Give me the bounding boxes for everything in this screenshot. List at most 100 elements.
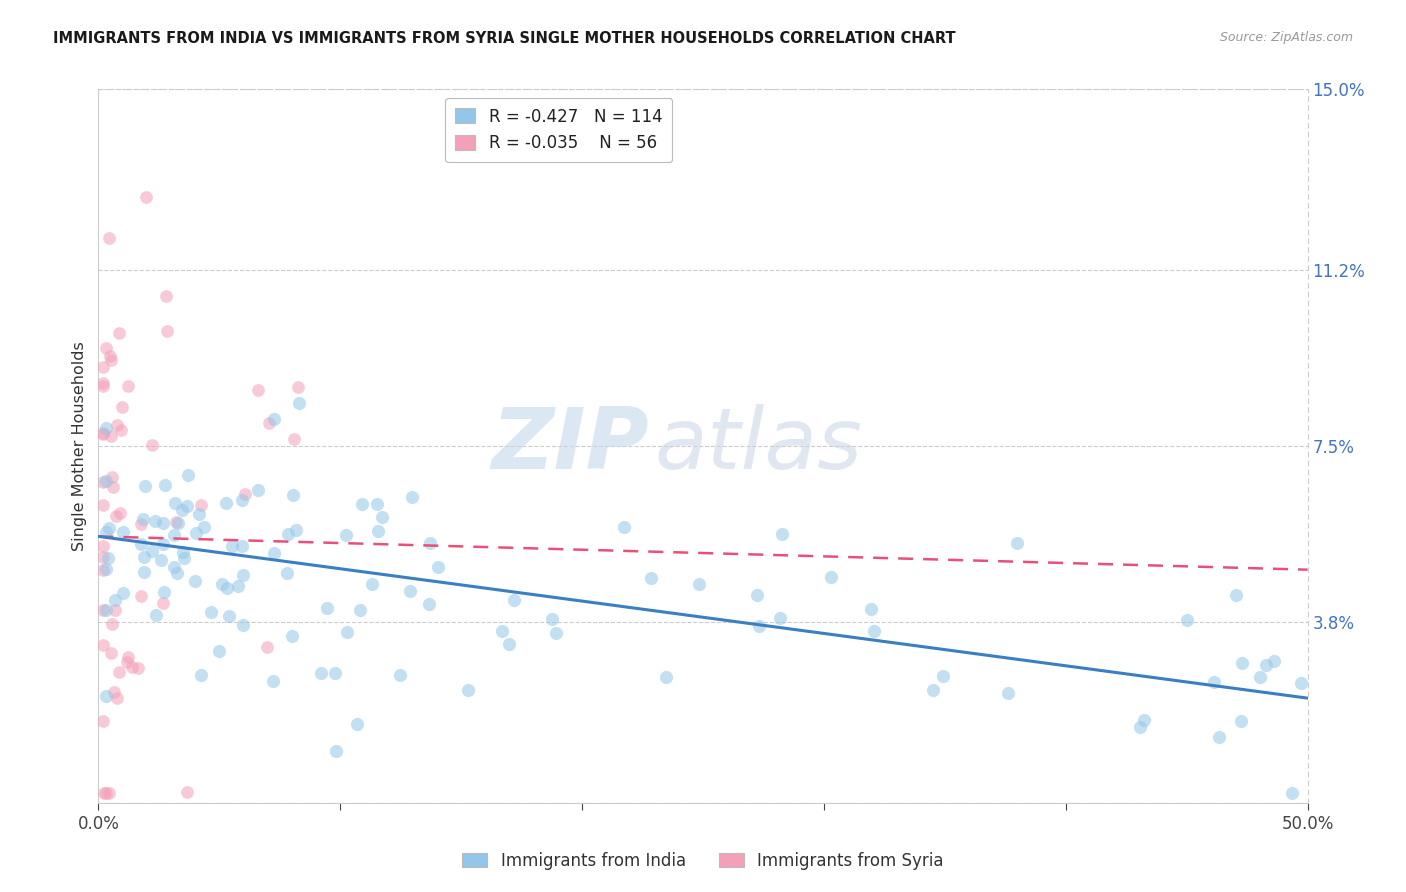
Point <box>1249 669 1271 683</box>
Point <box>155 289 177 303</box>
Point <box>183 574 205 589</box>
Point <box>246 483 269 497</box>
Text: IMMIGRANTS FROM INDIA VS IMMIGRANTS FROM SYRIA SINGLE MOTHER HOUSEHOLDS CORRELAT: IMMIGRANTS FROM INDIA VS IMMIGRANTS FROM… <box>53 31 956 46</box>
Point <box>173 551 195 566</box>
Point <box>208 644 231 658</box>
Point <box>94 689 117 703</box>
Text: Source: ZipAtlas.com: Source: ZipAtlas.com <box>1219 31 1353 45</box>
Point <box>167 516 190 530</box>
Point <box>134 549 156 564</box>
Legend: R = -0.427   N = 114, R = -0.035    N = 56: R = -0.427 N = 114, R = -0.035 N = 56 <box>446 97 672 161</box>
Point <box>232 617 254 632</box>
Point <box>284 523 307 537</box>
Point <box>498 637 520 651</box>
Point <box>152 596 174 610</box>
Point <box>100 428 122 442</box>
Point <box>91 563 114 577</box>
Point <box>170 503 193 517</box>
Point <box>190 667 212 681</box>
Point <box>187 508 209 522</box>
Point <box>176 785 198 799</box>
Point <box>283 488 305 502</box>
Point <box>163 559 186 574</box>
Point <box>193 519 215 533</box>
Point <box>1202 674 1225 689</box>
Point <box>91 603 114 617</box>
Point <box>91 714 114 728</box>
Point <box>153 584 176 599</box>
Point <box>145 607 167 622</box>
Point <box>91 540 114 554</box>
Point <box>129 537 152 551</box>
Point <box>200 605 222 619</box>
Point <box>426 560 449 574</box>
Point <box>91 376 114 391</box>
Point <box>94 603 117 617</box>
Point <box>769 611 792 625</box>
Point <box>228 579 250 593</box>
Point <box>112 586 135 600</box>
Point <box>91 638 114 652</box>
Point <box>104 603 127 617</box>
Point <box>177 467 200 482</box>
Point <box>352 497 374 511</box>
Point <box>211 577 233 591</box>
Point <box>97 550 120 565</box>
Point <box>655 670 678 684</box>
Point <box>1005 535 1028 549</box>
Point <box>1281 786 1303 800</box>
Point <box>108 326 131 341</box>
Point <box>232 568 254 582</box>
Point <box>94 474 117 488</box>
Point <box>101 617 124 632</box>
Point <box>141 543 163 558</box>
Point <box>94 562 117 576</box>
Point <box>399 583 422 598</box>
Point <box>100 646 122 660</box>
Point <box>262 673 284 688</box>
Point <box>541 612 564 626</box>
Point <box>263 412 285 426</box>
Point <box>104 592 127 607</box>
Point <box>217 581 239 595</box>
Point <box>110 507 132 521</box>
Point <box>135 190 157 204</box>
Point <box>131 512 153 526</box>
Point <box>101 470 124 484</box>
Point <box>134 565 156 579</box>
Point <box>91 378 114 392</box>
Point <box>309 665 332 680</box>
Point <box>745 588 768 602</box>
Point <box>96 341 118 355</box>
Point <box>419 536 441 550</box>
Point <box>98 230 121 244</box>
Point <box>247 383 270 397</box>
Point <box>166 566 188 581</box>
Point <box>91 550 114 565</box>
Point <box>770 527 793 541</box>
Point <box>613 519 636 533</box>
Point <box>117 379 139 393</box>
Point <box>115 655 138 669</box>
Point <box>134 479 156 493</box>
Point <box>287 380 309 394</box>
Point <box>863 624 886 638</box>
Point <box>335 528 357 542</box>
Point <box>283 432 305 446</box>
Point <box>97 521 120 535</box>
Point <box>349 603 371 617</box>
Point <box>257 417 280 431</box>
Point <box>688 577 710 591</box>
Point <box>91 475 114 490</box>
Point <box>143 515 166 529</box>
Point <box>98 349 121 363</box>
Point <box>110 423 132 437</box>
Text: atlas: atlas <box>655 404 863 488</box>
Point <box>932 669 955 683</box>
Point <box>121 660 143 674</box>
Point <box>748 618 770 632</box>
Point <box>141 438 163 452</box>
Point <box>91 426 114 441</box>
Point <box>325 743 347 757</box>
Point <box>111 400 134 414</box>
